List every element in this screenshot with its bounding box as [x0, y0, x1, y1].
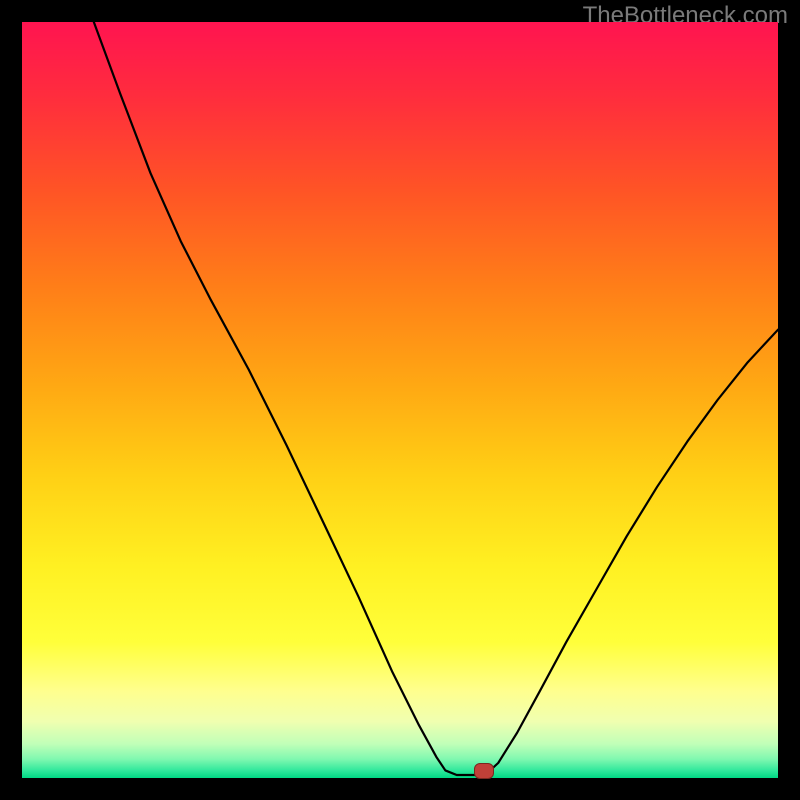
chart-svg [22, 22, 778, 778]
optimum-marker [474, 763, 494, 779]
chart-container: TheBottleneck.com [0, 0, 800, 800]
chart-frame [22, 22, 778, 778]
